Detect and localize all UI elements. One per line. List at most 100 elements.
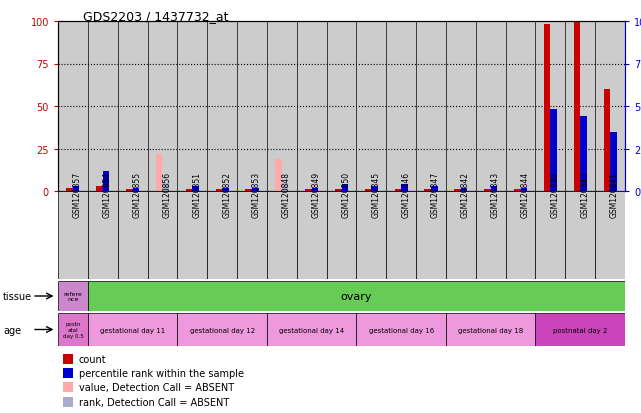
Text: GSM120843: GSM120843 [491,171,500,217]
Bar [551,110,557,192]
Bar [178,313,267,346]
Text: percentile rank within the sample: percentile rank within the sample [79,368,244,378]
Bar [431,186,438,192]
Bar [96,186,103,192]
Bar [246,190,252,192]
Bar [365,190,371,192]
Bar [58,192,88,279]
Text: refere
nce: refere nce [63,291,82,301]
Bar [58,313,88,346]
Bar [267,313,356,346]
Bar [103,171,110,192]
Bar [446,22,476,192]
Text: rank, Detection Call = ABSENT: rank, Detection Call = ABSENT [79,397,229,407]
Bar [237,192,267,279]
Text: gestational day 18: gestational day 18 [458,327,523,333]
Bar [297,22,326,192]
Bar [58,22,88,192]
Text: tissue: tissue [3,291,32,301]
Bar [595,22,625,192]
Text: gestational day 12: gestational day 12 [190,327,254,333]
Text: ovary: ovary [340,291,372,301]
Text: count: count [79,354,106,364]
Bar [535,22,565,192]
Bar [387,192,416,279]
Text: GSM120852: GSM120852 [222,171,231,217]
Bar [491,186,497,192]
Text: GSM120841: GSM120841 [610,171,619,217]
Text: GSM120854: GSM120854 [103,171,112,217]
Text: gestational day 14: gestational day 14 [279,327,344,333]
Bar [356,192,387,279]
Bar [63,397,73,407]
Bar [454,190,461,192]
Text: GSM120844: GSM120844 [520,171,529,217]
Bar [63,382,73,392]
Text: GSM120848: GSM120848 [282,171,291,217]
Text: GSM120839: GSM120839 [551,171,560,217]
Bar [535,313,625,346]
Bar [610,132,617,192]
Bar [178,192,207,279]
Bar [535,192,565,279]
Bar [595,192,625,279]
Text: GSM120856: GSM120856 [162,171,171,217]
Bar [544,25,551,192]
Bar [565,22,595,192]
Bar [88,22,118,192]
Bar [326,22,356,192]
Bar [147,22,178,192]
Bar [162,183,169,192]
Bar [371,186,378,192]
Text: GSM120857: GSM120857 [73,171,82,217]
Bar [126,190,133,192]
Bar [275,159,282,192]
Text: GSM120845: GSM120845 [371,171,380,217]
Bar [118,192,147,279]
Bar [305,190,312,192]
Bar [604,90,610,192]
Bar [326,192,356,279]
Bar [565,192,595,279]
Text: GSM120850: GSM120850 [342,171,351,217]
Bar [395,190,401,192]
Bar [186,190,192,192]
Bar [356,313,446,346]
Text: GSM120851: GSM120851 [192,171,201,217]
Bar [312,188,318,192]
Bar [416,192,446,279]
Bar [267,192,297,279]
Text: GSM120846: GSM120846 [401,171,410,217]
Bar [476,192,506,279]
Bar [207,192,237,279]
Bar [156,154,162,192]
Bar [67,188,73,192]
Bar [424,190,431,192]
Bar [506,22,535,192]
Text: age: age [3,325,21,335]
Bar [297,192,326,279]
Bar [446,313,535,346]
Text: gestational day 16: gestational day 16 [369,327,434,333]
Bar [446,192,476,279]
Bar [133,188,139,192]
Bar [574,22,580,192]
Bar [147,192,178,279]
Bar [484,190,491,192]
Bar [63,354,73,365]
Bar [58,281,88,311]
Bar [514,190,520,192]
Bar [401,185,408,192]
Bar [88,313,178,346]
Bar [506,192,535,279]
Text: GDS2203 / 1437732_at: GDS2203 / 1437732_at [83,10,229,23]
Text: postn
atal
day 0.5: postn atal day 0.5 [63,321,83,338]
Bar [461,188,467,192]
Bar [178,22,207,192]
Text: GSM120853: GSM120853 [252,171,261,217]
Text: postnatal day 2: postnatal day 2 [553,327,608,333]
Bar [215,190,222,192]
Bar [267,22,297,192]
Text: GSM120842: GSM120842 [461,171,470,217]
Bar [356,22,387,192]
